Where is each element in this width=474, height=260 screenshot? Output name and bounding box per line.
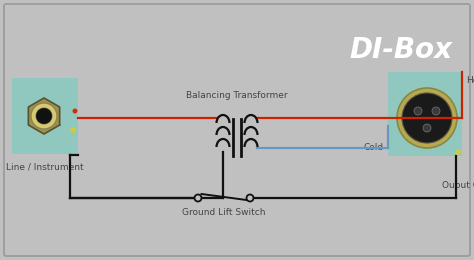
Circle shape	[402, 93, 452, 143]
Circle shape	[70, 127, 76, 133]
Text: Line / Instrument: Line / Instrument	[6, 162, 84, 171]
FancyBboxPatch shape	[4, 4, 470, 256]
Text: DI-Box: DI-Box	[349, 36, 452, 64]
Circle shape	[397, 88, 457, 148]
Circle shape	[194, 194, 201, 202]
FancyBboxPatch shape	[12, 78, 78, 154]
Text: Ground Lift Switch: Ground Lift Switch	[182, 208, 266, 217]
Circle shape	[432, 107, 440, 115]
Text: Cold: Cold	[364, 142, 384, 152]
Circle shape	[455, 149, 461, 155]
Text: Hot: Hot	[466, 76, 474, 85]
Circle shape	[423, 124, 431, 132]
Circle shape	[73, 108, 78, 114]
Circle shape	[36, 108, 52, 124]
Text: Ouput Ground: Ouput Ground	[442, 181, 474, 190]
Circle shape	[31, 103, 57, 129]
Circle shape	[414, 107, 422, 115]
Circle shape	[246, 194, 254, 202]
Polygon shape	[28, 98, 60, 134]
FancyBboxPatch shape	[388, 72, 462, 156]
Text: Balancing Transformer: Balancing Transformer	[186, 91, 288, 100]
